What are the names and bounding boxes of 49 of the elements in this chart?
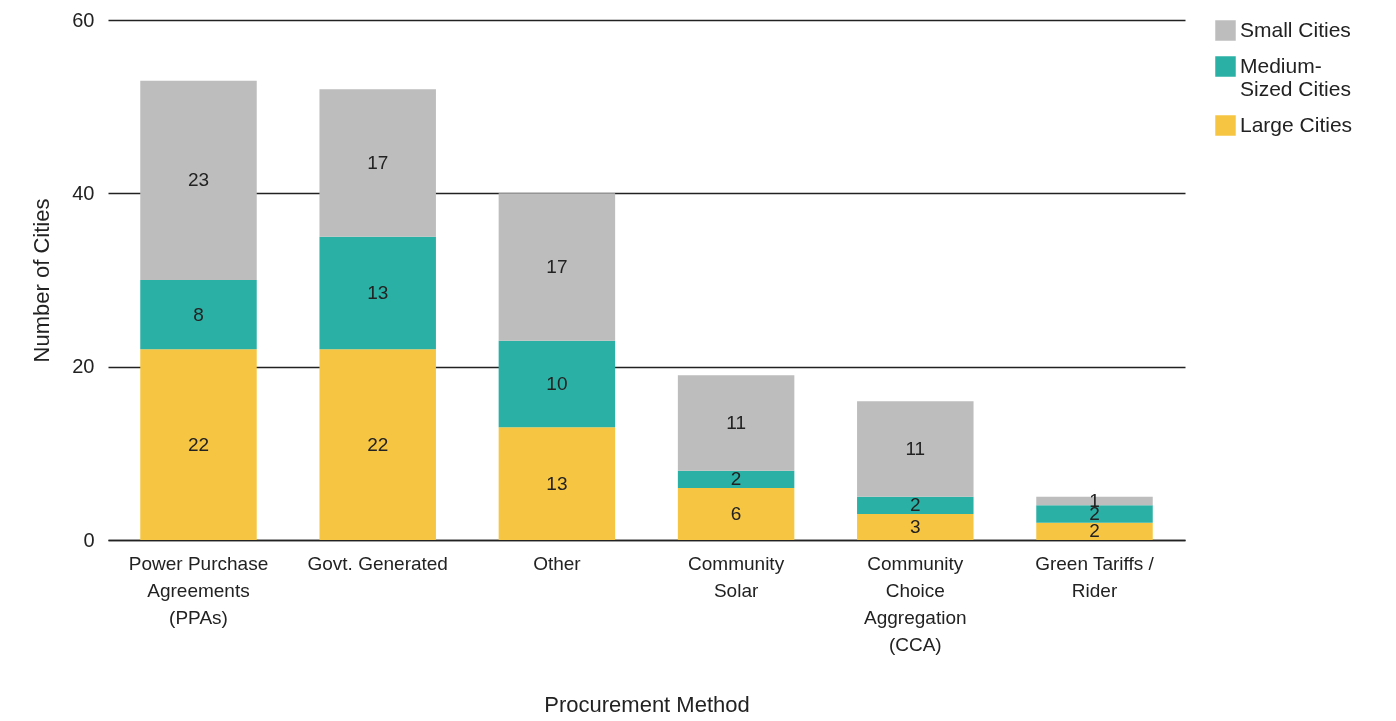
y-axis-title: Number of Cities	[29, 198, 55, 363]
data-label: 22	[367, 433, 389, 455]
data-label: 2	[910, 494, 921, 516]
x-axis-title: Procurement Method	[544, 691, 750, 717]
data-label: 13	[367, 282, 389, 303]
bar	[677, 375, 795, 471]
data-label: 2	[1089, 520, 1100, 542]
bar	[498, 340, 616, 428]
data-label: 11	[905, 438, 926, 459]
data-label: 17	[367, 152, 389, 173]
bar	[140, 80, 257, 280]
data-label: 17	[546, 256, 568, 277]
bar	[1036, 522, 1153, 540]
bar	[857, 401, 974, 497]
bar	[140, 280, 257, 350]
bar	[140, 349, 257, 540]
data-label: 6	[730, 503, 742, 524]
x-tick-label: Other	[533, 552, 582, 574]
bar	[1036, 505, 1153, 523]
legend-label: Medium- Sized Cities	[1240, 53, 1351, 100]
bar	[319, 236, 436, 350]
x-tick-label: Govt. Generated	[307, 552, 448, 574]
bar	[677, 488, 795, 540]
data-label: 22	[187, 433, 210, 455]
x-tick-label: Green Tariffs / Rider	[1035, 552, 1155, 601]
bar	[677, 470, 795, 488]
data-label: 11	[726, 412, 746, 433]
data-label: 3	[910, 516, 921, 537]
x-tick-label: Power Purchase Agreements (PPAs)	[128, 552, 269, 628]
y-tick-label: 60	[72, 8, 95, 31]
data-label: 23	[187, 169, 210, 191]
bar	[498, 193, 616, 341]
legend-label: Small Cities	[1240, 17, 1351, 41]
data-label: 13	[546, 472, 568, 494]
data-label: 10	[546, 373, 568, 394]
bar	[1036, 496, 1153, 506]
bar	[498, 427, 616, 540]
bar	[319, 89, 436, 237]
y-tick-label: 20	[72, 355, 95, 378]
bar	[319, 349, 436, 540]
bar	[857, 496, 974, 514]
legend-label: Large Cities	[1240, 112, 1353, 136]
y-tick-label: 0	[83, 528, 95, 551]
bar	[857, 514, 974, 540]
x-tick-label: Community Solar	[688, 552, 785, 601]
data-label: 2	[730, 468, 742, 490]
y-tick-label: 40	[72, 181, 95, 204]
x-tick-label: Community Choice Aggregation (CCA)	[864, 552, 967, 655]
data-label: 8	[193, 303, 204, 325]
